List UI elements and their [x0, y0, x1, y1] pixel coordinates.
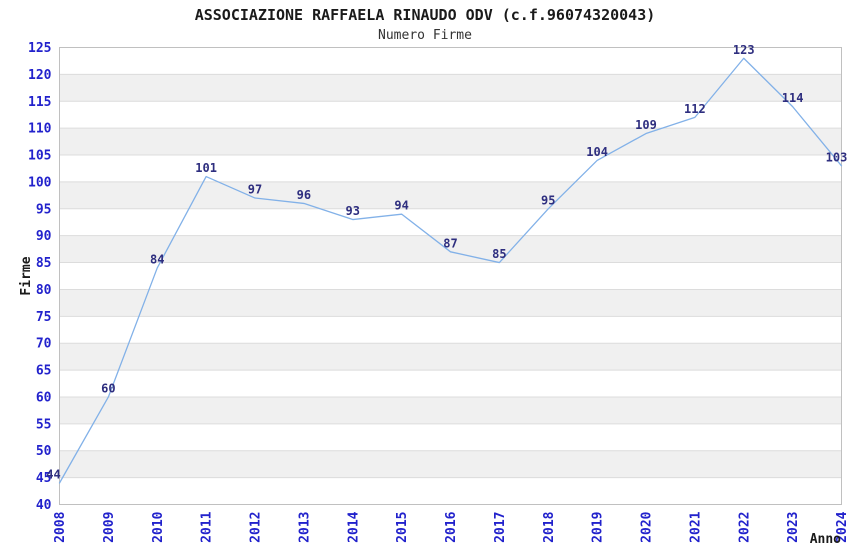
data-label: 87: [443, 236, 457, 250]
y-tick-label: 60: [36, 390, 52, 405]
x-tick-label: 2008: [53, 511, 68, 542]
data-label: 101: [195, 161, 217, 175]
x-tick-label: 2017: [493, 512, 508, 543]
x-tick-label: 2013: [297, 512, 312, 543]
y-tick-label: 70: [36, 337, 52, 352]
y-tick-label: 90: [36, 229, 52, 244]
y-tick-label: 55: [36, 417, 52, 432]
y-tick-label: 50: [36, 444, 52, 459]
data-label: 85: [492, 247, 506, 261]
y-tick-label: 125: [28, 41, 51, 56]
data-label: 96: [297, 188, 311, 202]
plot-border: [59, 47, 842, 505]
x-tick-label: 2015: [395, 512, 410, 543]
data-label: 114: [782, 91, 804, 105]
chart-title: ASSOCIAZIONE RAFFAELA RINAUDO ODV (c.f.9…: [194, 6, 656, 24]
x-tick-label: 2020: [640, 511, 655, 542]
grid-band: [59, 450, 842, 478]
y-tick-label: 75: [36, 310, 52, 325]
grid-band: [59, 74, 842, 102]
grid-band: [59, 343, 842, 371]
data-label: 44: [46, 467, 60, 481]
x-tick-label: 2012: [249, 512, 264, 543]
y-tick-label: 105: [28, 149, 51, 164]
grid-band: [59, 396, 842, 424]
y-tick-label: 40: [36, 498, 52, 513]
data-label: 97: [248, 183, 262, 197]
x-tick-label: 2009: [102, 512, 117, 543]
data-label: 93: [346, 204, 360, 218]
y-tick-label: 95: [36, 202, 52, 217]
y-tick-label: 85: [36, 256, 52, 271]
grid-band: [59, 289, 842, 317]
data-label: 103: [826, 150, 848, 164]
x-axis-title: Anno: [810, 532, 841, 547]
data-label: 94: [394, 199, 408, 213]
grid-band: [59, 181, 842, 209]
data-label: 95: [541, 193, 555, 207]
y-tick-label: 120: [28, 68, 52, 83]
grid-band: [59, 235, 842, 263]
y-axis-title: Firme: [19, 256, 34, 295]
x-tick-label: 2023: [786, 512, 801, 543]
chart-subtitle: Numero Firme: [378, 28, 472, 43]
x-tick-label: 2014: [346, 511, 361, 542]
y-tick-label: 80: [36, 283, 52, 298]
y-tick-label: 100: [28, 175, 52, 190]
y-tick-label: 115: [28, 95, 51, 110]
y-tick-label: 65: [36, 364, 52, 379]
data-line: [58, 57, 843, 484]
x-tick-label: 2021: [688, 511, 703, 542]
x-tick-label: 2019: [591, 512, 606, 543]
x-tick-label: 2016: [444, 511, 459, 542]
y-tick-label: 110: [28, 122, 52, 137]
data-label: 109: [635, 118, 657, 132]
x-tick-label: 2018: [542, 511, 557, 542]
data-label: 123: [733, 43, 755, 57]
data-label: 60: [101, 381, 115, 395]
data-label: 112: [684, 102, 706, 116]
data-label: 84: [150, 252, 164, 266]
x-tick-label: 2024: [835, 511, 850, 542]
x-tick-label: 2022: [737, 512, 752, 543]
x-tick-label: 2010: [151, 511, 166, 542]
grid-band: [59, 128, 842, 156]
data-label: 104: [586, 145, 608, 159]
x-tick-label: 2011: [200, 511, 215, 542]
y-tick-label: 45: [36, 471, 52, 486]
